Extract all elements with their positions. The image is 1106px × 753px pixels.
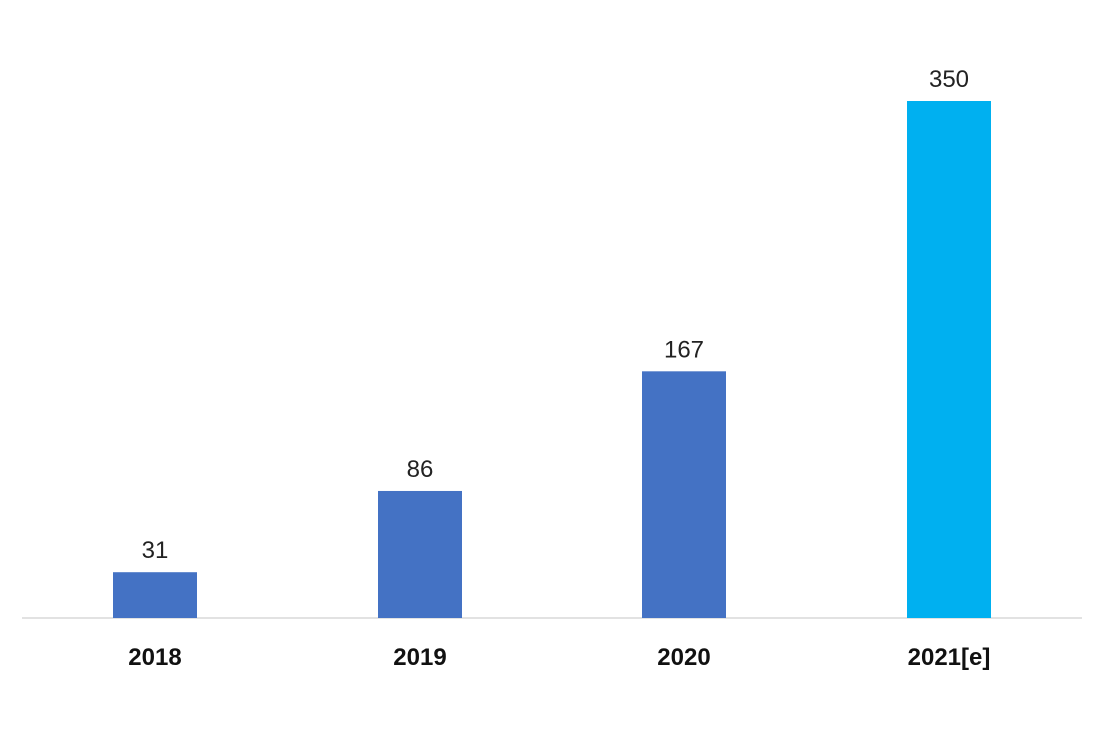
bar-value-label: 167 <box>664 336 704 363</box>
bar-2021[e] <box>907 101 991 618</box>
bar-value-label: 350 <box>929 66 969 93</box>
bar-value-label: 86 <box>407 456 434 483</box>
x-tick-label: 2018 <box>128 644 181 671</box>
x-tick-label: 2020 <box>657 644 710 671</box>
bar-2018 <box>113 572 197 618</box>
x-tick-labels-group: 2018 2019 2020 2021[e] <box>128 644 990 671</box>
x-tick-label: 2019 <box>393 644 446 671</box>
bars-group <box>113 101 991 618</box>
bar-2019 <box>378 490 462 618</box>
value-labels-group: 31 86 167 350 <box>142 66 969 564</box>
bar-value-label: 31 <box>142 537 169 564</box>
bar-2020 <box>642 371 726 618</box>
x-tick-label: 2021[e] <box>908 644 991 671</box>
